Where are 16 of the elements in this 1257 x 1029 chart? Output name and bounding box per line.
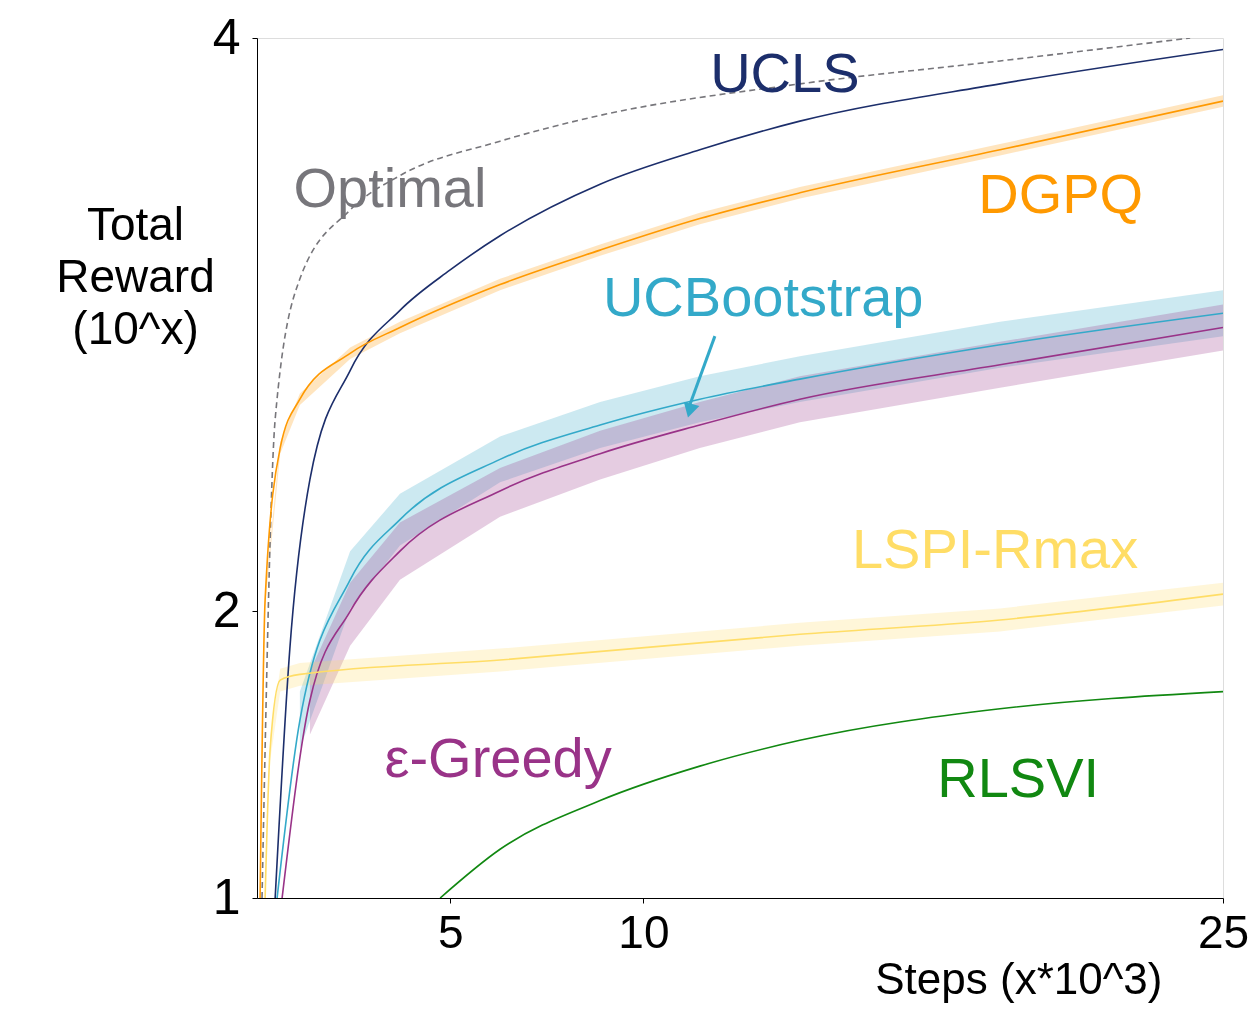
series-label: Optimal (293, 155, 487, 219)
line-series (264, 593, 1223, 898)
y-tick-label: 4 (212, 8, 241, 65)
series-label: LSPI-Rmax (851, 517, 1139, 581)
x-tick-label: 5 (437, 905, 464, 958)
series-label: ε-Greedy (384, 726, 612, 790)
y-tick-label: 2 (212, 581, 241, 638)
y-tick-label: 1 (212, 868, 241, 925)
series-label: DGPQ (978, 161, 1144, 225)
x-tick-label: 10 (618, 905, 670, 958)
x-axis-title: Steps (x*10^3) (875, 953, 1163, 1003)
series-label: UCBootstrap (602, 264, 924, 328)
series-label: UCLS (710, 41, 860, 105)
y-axis-title: Total Reward (10^x) (56, 197, 215, 354)
x-tick-label: 25 (1197, 905, 1250, 958)
series-label: RLSVI (937, 746, 1100, 810)
